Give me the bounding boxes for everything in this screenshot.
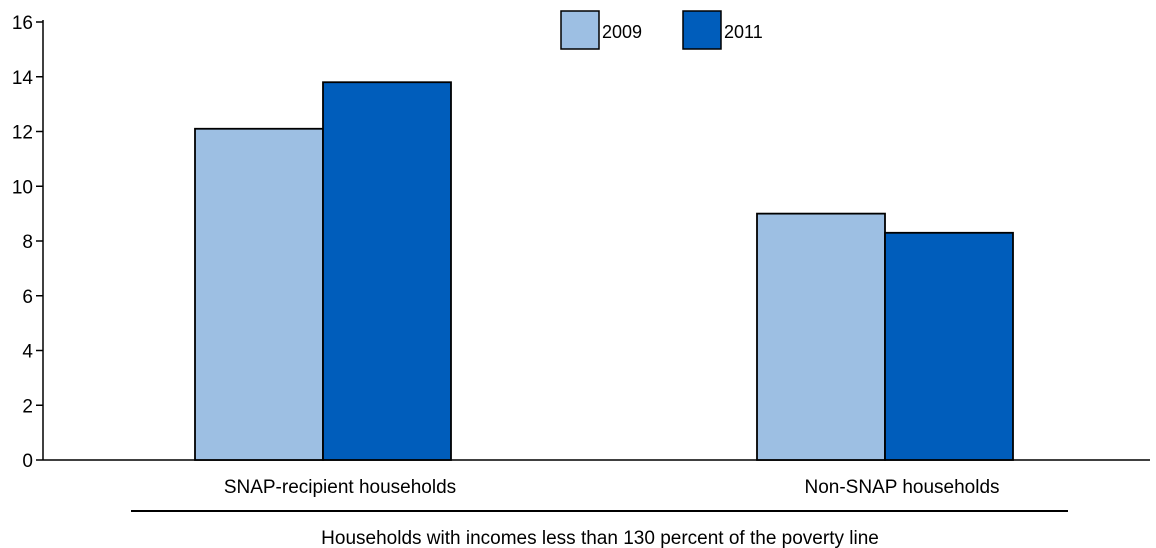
bar-2011-1 [884, 231, 1014, 461]
legend-swatch-2011 [682, 10, 722, 50]
group-bracket: Households with incomes less than 130 pe… [131, 510, 1068, 548]
bar-2009-0 [194, 127, 324, 461]
y-tick-label: 6 [22, 287, 33, 308]
y-tick-label: 0 [22, 451, 33, 472]
y-tick-label: 4 [22, 342, 33, 363]
category-label: SNAP-recipient households [224, 477, 456, 498]
category-labels: SNAP-recipient households Non-SNAP househ… [224, 477, 1000, 498]
y-tick-label: 14 [12, 68, 34, 89]
y-tick-label: 16 [12, 13, 33, 34]
legend-swatch-2009 [560, 10, 600, 50]
group-label: Households with incomes less than 130 pe… [321, 528, 879, 548]
category-label: Non-SNAP households [804, 477, 999, 498]
bar-2009-1 [756, 212, 886, 461]
y-axis: 0 2 4 6 8 10 12 14 16 [12, 13, 44, 472]
y-tick-label: 8 [22, 232, 33, 253]
legend-label: 2009 [602, 22, 642, 42]
bars [194, 81, 1014, 461]
y-tick-label: 2 [22, 396, 33, 417]
y-tick-label: 10 [12, 177, 33, 198]
bar-2011-0 [322, 81, 452, 461]
legend-label: 2011 [724, 22, 763, 42]
legend: 2009 2011 [560, 10, 763, 50]
y-tick-label: 12 [12, 123, 33, 144]
